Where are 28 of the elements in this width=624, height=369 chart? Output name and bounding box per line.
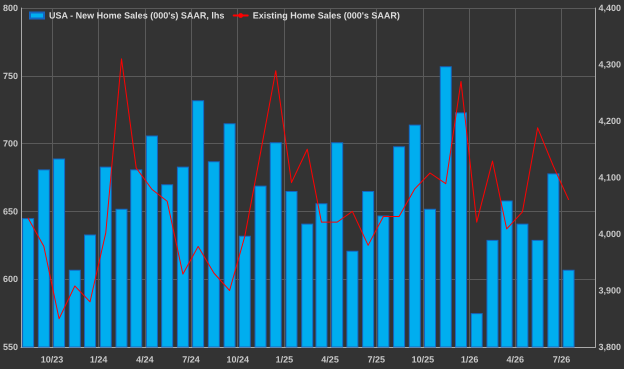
x-tick-label: 7/25 bbox=[367, 354, 386, 364]
x-tick-label: 4/26 bbox=[506, 354, 524, 364]
y2-tick-label: 4,200 bbox=[598, 116, 622, 126]
y2-tick-label: 4,400 bbox=[598, 3, 622, 13]
y2-tick-label: 3,900 bbox=[598, 286, 622, 296]
legend-label: USA - New Home Sales (000's) SAAR, lhs bbox=[49, 10, 224, 20]
y-tick-label: 750 bbox=[2, 70, 18, 81]
x-tick-label: 4/24 bbox=[136, 354, 154, 364]
y2-tick-label: 4,100 bbox=[598, 172, 622, 182]
x-tick-label: 1/26 bbox=[460, 354, 478, 364]
y-tick-label: 600 bbox=[2, 274, 18, 284]
x-tick-label: 1/25 bbox=[276, 354, 294, 364]
x-tick-label: 7/26 bbox=[552, 354, 570, 364]
x-tick-label: 10/25 bbox=[412, 354, 434, 364]
y-tick-label: 650 bbox=[2, 206, 18, 216]
y2-tick-label: 3,800 bbox=[598, 342, 622, 352]
legend-label: Existing Home Sales (000's SAAR) bbox=[252, 10, 400, 20]
line-series bbox=[28, 58, 570, 320]
x-tick-label: 1/24 bbox=[90, 354, 108, 364]
y2-tick-label: 4,000 bbox=[598, 229, 622, 239]
x-tick-label: 10/23 bbox=[40, 354, 64, 364]
y-tick-label: 700 bbox=[2, 138, 18, 149]
y-tick-label: 800 bbox=[2, 3, 18, 13]
x-tick-label: 4/25 bbox=[321, 354, 339, 364]
y2-tick-label: 4,300 bbox=[598, 60, 622, 70]
x-tick-label: 10/24 bbox=[226, 354, 249, 364]
y-tick-label: 550 bbox=[2, 342, 18, 352]
x-tick-label: 7/24 bbox=[182, 354, 200, 364]
